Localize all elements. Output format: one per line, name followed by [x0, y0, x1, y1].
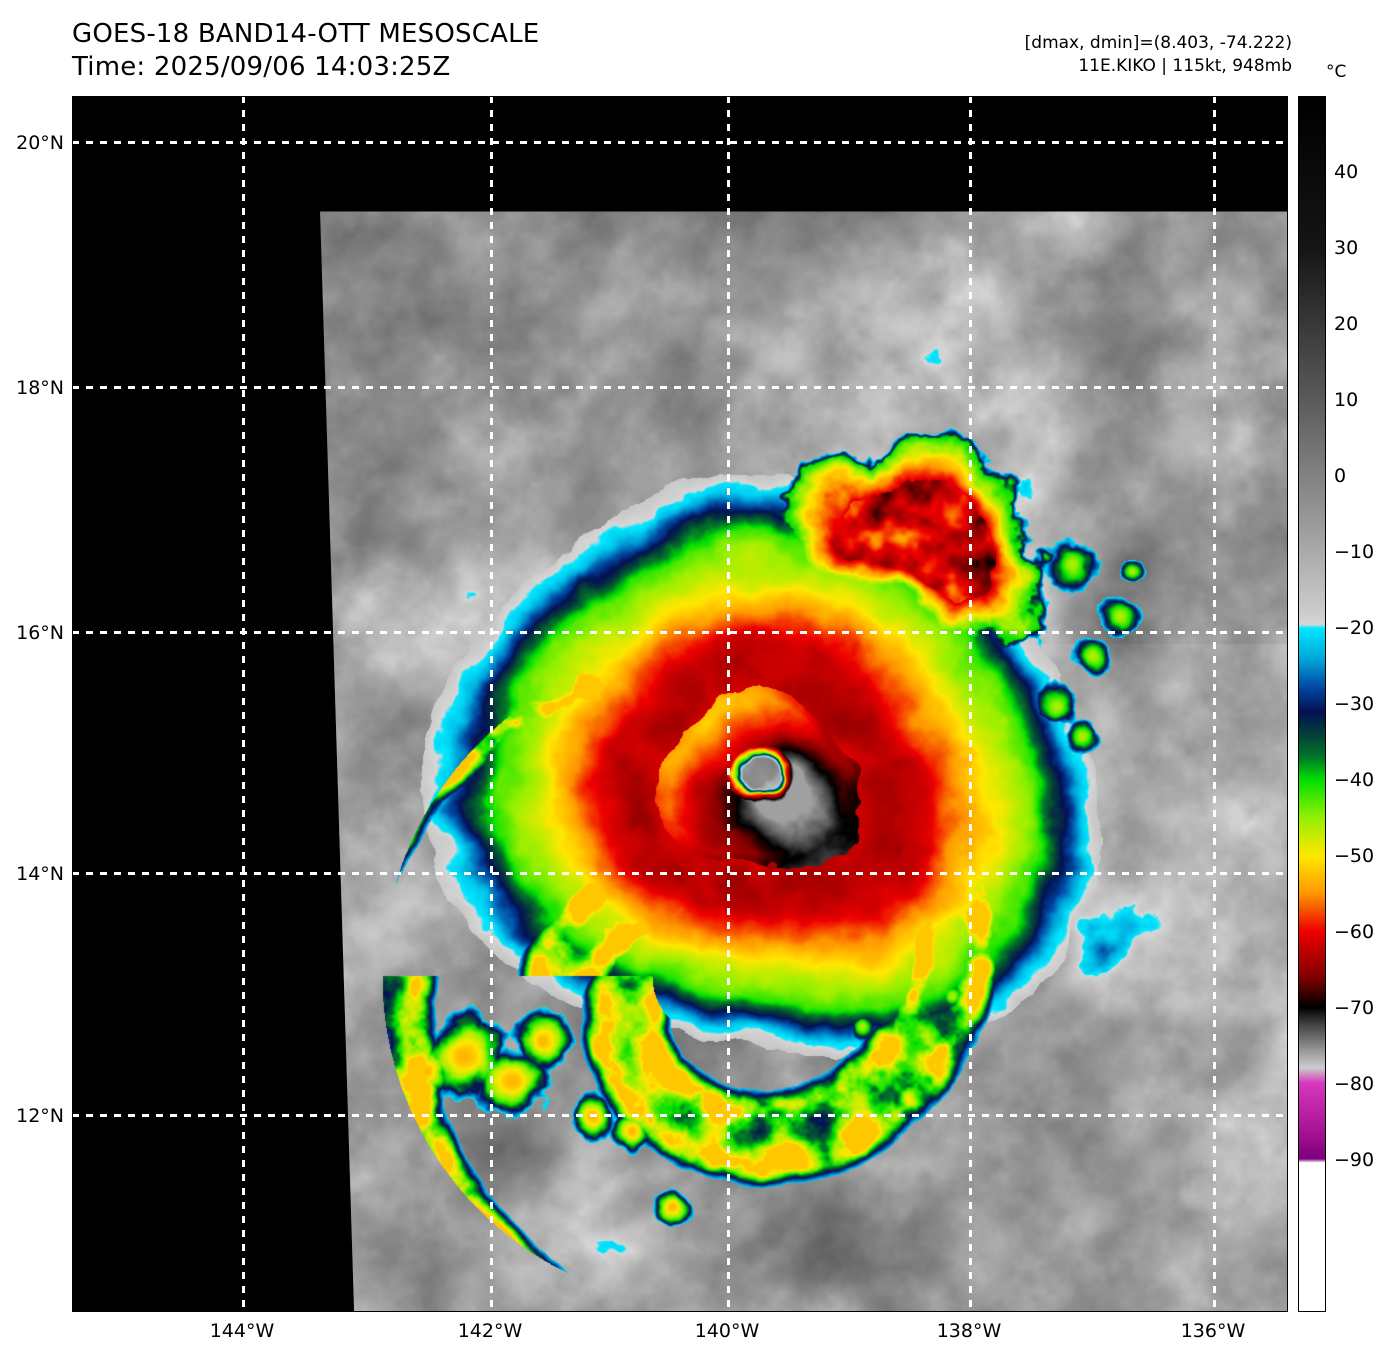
colorbar-tick-11: −70 — [1334, 997, 1375, 1019]
gridline-lon-144W — [242, 96, 245, 1312]
colorbar-tick-0: 40 — [1334, 161, 1359, 183]
colorbar-tick-7: −30 — [1334, 693, 1375, 715]
colorbar-gradient — [1299, 97, 1325, 1311]
timestamp-label: Time: 2025/09/06 14:03:25Z — [72, 52, 451, 82]
colorbar-unit-label: °C — [1326, 62, 1347, 82]
colorbar-tick-6: −20 — [1334, 617, 1375, 639]
xtick-label-3: 138°W — [936, 1320, 1002, 1342]
xtick-label-2: 140°W — [694, 1320, 760, 1342]
colorbar-tick-10: −60 — [1334, 921, 1375, 943]
gridline-lon-138W — [969, 96, 972, 1312]
satellite-data-swath — [72, 96, 1288, 1312]
colorbar-tick-9: −50 — [1334, 845, 1375, 867]
colorbar-tick-8: −40 — [1334, 769, 1375, 791]
ytick-label-4: 12°N — [16, 1105, 64, 1127]
dminmax-label: [dmax, dmin]=(8.403, -74.222) — [1024, 33, 1292, 53]
ytick-label-3: 14°N — [16, 863, 64, 885]
infrared-brightness-temperature-raster — [320, 211, 1288, 1312]
ytick-label-0: 20°N — [16, 132, 64, 154]
colorbar-tick-13: −90 — [1334, 1149, 1375, 1171]
xtick-label-1: 142°W — [457, 1320, 523, 1342]
gridline-lat-18N — [72, 386, 1288, 389]
gridline-lat-16N — [72, 631, 1288, 634]
xtick-label-0: 144°W — [209, 1320, 275, 1342]
gridline-lon-140W — [727, 96, 730, 1312]
metadata-block: [dmax, dmin]=(8.403, -74.222) 11E.KIKO |… — [1025, 32, 1292, 78]
title-block: GOES-18 BAND14-OTT MESOSCALE Time: 2025/… — [72, 18, 539, 84]
gridline-lat-12N — [72, 1114, 1288, 1117]
colorbar-tick-12: −80 — [1334, 1073, 1375, 1095]
gridline-lon-142W — [490, 96, 493, 1312]
colorbar-tick-5: −10 — [1334, 541, 1375, 563]
gridline-lat-20N — [72, 141, 1288, 144]
colorbar-tick-1: 30 — [1334, 237, 1359, 259]
colorbar-tick-4: 0 — [1334, 465, 1347, 487]
xtick-label-4: 136°W — [1180, 1320, 1246, 1342]
satellite-image-plot: Copyright © 2020-2025 Dapiya — [72, 96, 1288, 1312]
ytick-label-1: 18°N — [16, 377, 64, 399]
storm-info-label: 11E.KIKO | 115kt, 948mb — [1078, 56, 1292, 76]
colorbar-tick-2: 20 — [1334, 313, 1359, 335]
gridline-lon-136W — [1213, 96, 1216, 1312]
colorbar — [1298, 96, 1326, 1312]
ytick-label-2: 16°N — [16, 622, 64, 644]
colorbar-tick-3: 10 — [1334, 389, 1359, 411]
page-title: GOES-18 BAND14-OTT MESOSCALE — [72, 19, 540, 49]
gridline-lat-14N — [72, 872, 1288, 875]
